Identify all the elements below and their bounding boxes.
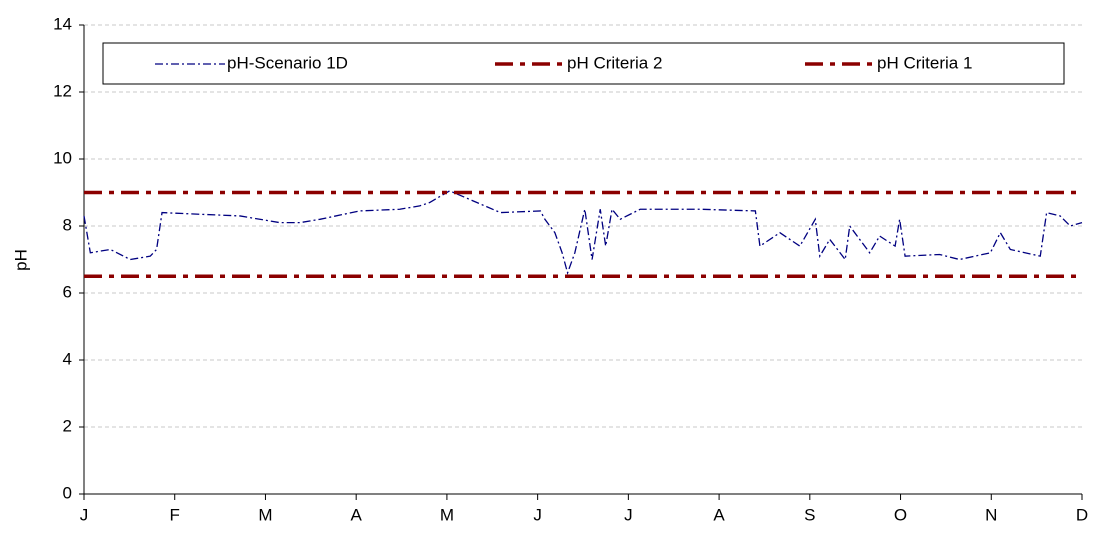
y-tick-label: 10 <box>53 148 72 167</box>
x-tick-label: F <box>170 505 180 524</box>
legend-label: pH Criteria 1 <box>877 53 972 72</box>
x-tick-label: A <box>351 505 363 524</box>
y-tick-label: 4 <box>63 349 72 368</box>
y-tick-label: 0 <box>63 483 72 502</box>
legend-label: pH Criteria 2 <box>567 53 662 72</box>
legend-box <box>102 42 1065 85</box>
x-tick-label: D <box>1076 505 1088 524</box>
y-tick-label: 2 <box>63 416 72 435</box>
x-tick-label: O <box>894 505 907 524</box>
y-tick-label: 12 <box>53 81 72 100</box>
x-tick-label: M <box>258 505 272 524</box>
x-tick-label: J <box>80 505 89 524</box>
y-tick-label: 6 <box>63 282 72 301</box>
x-tick-label: N <box>985 505 997 524</box>
legend-label: pH-Scenario 1D <box>227 53 348 72</box>
y-tick-label: 8 <box>63 215 72 234</box>
x-tick-label: J <box>624 505 633 524</box>
y-tick-label: 14 <box>53 14 72 33</box>
x-tick-label: M <box>440 505 454 524</box>
series-line <box>83 190 1083 276</box>
y-axis-label: pH <box>11 249 30 271</box>
x-tick-label: A <box>713 505 725 524</box>
x-tick-label: S <box>804 505 815 524</box>
x-tick-label: J <box>533 505 542 524</box>
